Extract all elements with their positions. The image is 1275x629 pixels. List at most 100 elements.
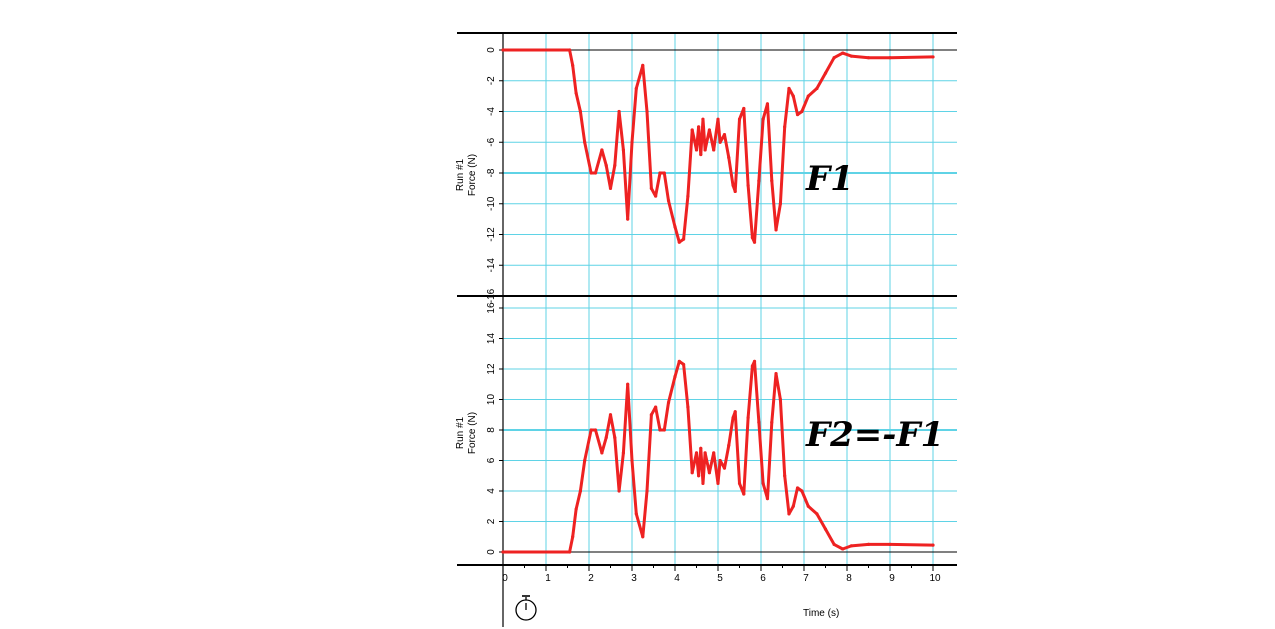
- data-point: [608, 413, 613, 417]
- y-axis-label-run: Run #1: [455, 158, 466, 191]
- data-point: [666, 199, 671, 203]
- x-tick-label: 9: [889, 573, 895, 584]
- y-tick-label: -14: [486, 258, 497, 273]
- data-point: [571, 63, 575, 67]
- data-point: [841, 547, 845, 551]
- data-point: [795, 486, 800, 490]
- data-point: [621, 451, 626, 455]
- data-point: [634, 512, 638, 516]
- data-point: [800, 109, 804, 114]
- data-point: [604, 163, 608, 167]
- data-point: [654, 194, 658, 198]
- data-point: [770, 179, 774, 183]
- data-point: [750, 364, 755, 368]
- data-point: [645, 489, 649, 493]
- data-point: [733, 410, 737, 414]
- data-point: [617, 489, 621, 493]
- data-point: [757, 179, 761, 183]
- data-point: [770, 420, 774, 424]
- x-tick-label: 2: [588, 573, 594, 584]
- data-point: [501, 48, 505, 52]
- data-point: [589, 428, 593, 432]
- data-point: [722, 466, 727, 470]
- data-point: [752, 240, 757, 244]
- data-point: [568, 48, 572, 52]
- data-point: [712, 148, 716, 152]
- data-point: [574, 507, 578, 511]
- data-point: [727, 156, 731, 160]
- data-point: [761, 481, 765, 485]
- y-tick-label: -10: [486, 196, 497, 211]
- data-point: [727, 443, 731, 447]
- data-point: [746, 183, 750, 187]
- data-point: [718, 140, 722, 144]
- data-point: [673, 225, 677, 229]
- data-point: [641, 535, 645, 539]
- y-tick-label: -2: [486, 76, 497, 85]
- data-point: [841, 51, 845, 55]
- x-tick-label: 5: [717, 573, 723, 584]
- data-point: [787, 86, 791, 91]
- data-point: [686, 194, 690, 198]
- data-point: [703, 451, 707, 455]
- x-tick-label: 8: [846, 573, 852, 584]
- data-point: [677, 240, 681, 244]
- data-point: [600, 451, 604, 455]
- data-point: [832, 56, 836, 60]
- data-point: [686, 405, 690, 409]
- data-point: [783, 125, 787, 129]
- data-point: [774, 228, 778, 232]
- x-tick-label: 4: [674, 573, 680, 584]
- stopwatch-icon[interactable]: [515, 595, 537, 621]
- y-axis-label-force: Force (N): [467, 154, 478, 196]
- x-tick-label: 1: [545, 573, 551, 584]
- data-point: [697, 125, 701, 129]
- y-tick-label: 16: [486, 302, 497, 314]
- data-point: [699, 152, 703, 157]
- data-point: [722, 132, 727, 137]
- bottom-panel-force-f2: 0 2 4 6 8 10 12 14 16 Run #1 Force (N): [455, 296, 957, 565]
- x-tick-label: 7: [803, 573, 809, 584]
- data-point: [737, 481, 742, 485]
- data-point: [630, 140, 634, 144]
- data-point: [613, 436, 617, 440]
- data-point: [707, 128, 712, 132]
- x-tick-label: 10: [929, 573, 941, 584]
- data-point: [765, 497, 770, 501]
- data-point: [832, 542, 836, 546]
- data-point: [630, 458, 634, 463]
- data-point: [742, 106, 746, 111]
- data-point: [761, 117, 765, 121]
- time-axis: 0 1 2 3 4 5 6 7 8 9 10: [457, 32, 957, 627]
- data-point: [888, 542, 892, 546]
- data-point: [800, 489, 804, 493]
- data-point: [701, 117, 705, 121]
- data-point: [694, 451, 699, 455]
- data-point: [815, 512, 819, 516]
- y-tick-label: -6: [486, 137, 497, 146]
- data-point: [866, 56, 871, 60]
- data-point: [787, 512, 791, 516]
- data-point: [718, 458, 722, 463]
- data-point: [593, 428, 598, 432]
- data-point: [658, 171, 662, 175]
- data-point: [716, 481, 720, 485]
- data-point: [757, 420, 761, 424]
- data-point: [571, 535, 575, 539]
- data-point: [662, 428, 666, 432]
- data-point: [888, 56, 892, 60]
- x-tick-label: 0: [502, 573, 508, 584]
- y-tick-label: 2: [486, 518, 497, 524]
- data-point: [703, 148, 707, 152]
- data-point: [750, 235, 755, 240]
- data-point: [649, 186, 653, 190]
- data-point: [626, 382, 630, 386]
- data-point: [641, 63, 645, 67]
- data-point: [731, 183, 735, 187]
- data-point: [613, 163, 617, 167]
- data-point: [568, 550, 572, 554]
- y-tick-label: 0: [486, 549, 497, 555]
- y-tick-label: 14: [486, 333, 497, 345]
- data-point: [815, 86, 819, 91]
